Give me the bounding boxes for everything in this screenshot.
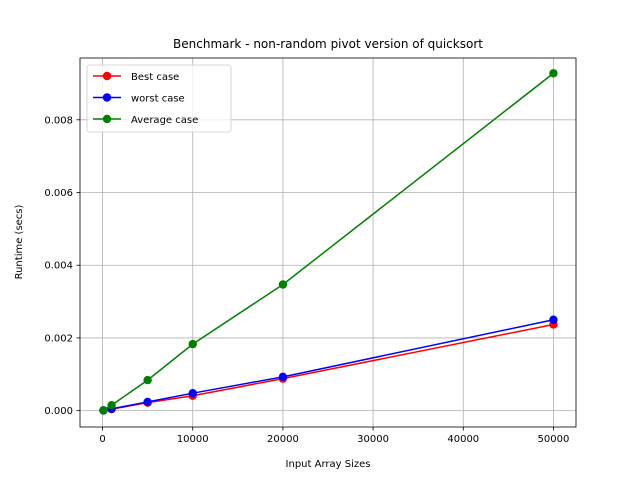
- y-tick-label: 0.008: [44, 115, 73, 126]
- data-point-worst-case: [278, 372, 288, 382]
- data-point-average-case: [549, 69, 558, 78]
- x-axis-label: Input Array Sizes: [286, 459, 371, 470]
- plot-frame: [79, 57, 577, 428]
- series-line-worst-case: [103, 319, 554, 412]
- data-point-worst-case: [549, 315, 558, 324]
- x-axis: 0 10000 20000 30000 40000 50000: [99, 427, 569, 445]
- y-axis: 0.000 0.002 0.004 0.006 0.008: [44, 115, 80, 417]
- data-point-average-case: [143, 375, 152, 385]
- x-tick-label: 30000: [357, 434, 389, 445]
- x-tick-label: 10000: [177, 434, 209, 445]
- x-tick-label: 0: [99, 434, 105, 445]
- data-point-average-case: [278, 280, 288, 289]
- legend-box: [86, 64, 232, 133]
- y-tick-label: 0.006: [44, 188, 73, 199]
- data-point-worst-case: [188, 388, 197, 398]
- data-point-average-case: [99, 406, 108, 415]
- x-tick-label: 50000: [538, 434, 570, 445]
- legend-label-worst-case: worst case: [131, 93, 185, 104]
- x-tick-label: 20000: [267, 434, 299, 445]
- y-tick-label: 0.004: [44, 261, 73, 272]
- series-layer: [99, 69, 558, 415]
- y-tick-label: 0.000: [44, 406, 73, 417]
- legend-marker-worst-case: [102, 93, 112, 102]
- y-tick-label: 0.002: [44, 333, 73, 344]
- chart-title: Benchmark - non-random pivot version of …: [173, 37, 483, 51]
- legend-label-best-case: Best case: [131, 72, 179, 83]
- legend-label-average-case: Average case: [131, 115, 198, 126]
- data-point-worst-case: [143, 397, 152, 407]
- legend-marker-best-case: [102, 71, 112, 81]
- data-point-average-case: [188, 339, 197, 349]
- legend-marker-average-case: [102, 114, 112, 124]
- y-axis-label: Runtime (secs): [14, 204, 25, 279]
- data-point-average-case: [107, 400, 116, 410]
- x-tick-label: 40000: [447, 434, 479, 445]
- legend: Best case worst case Average case: [86, 64, 232, 133]
